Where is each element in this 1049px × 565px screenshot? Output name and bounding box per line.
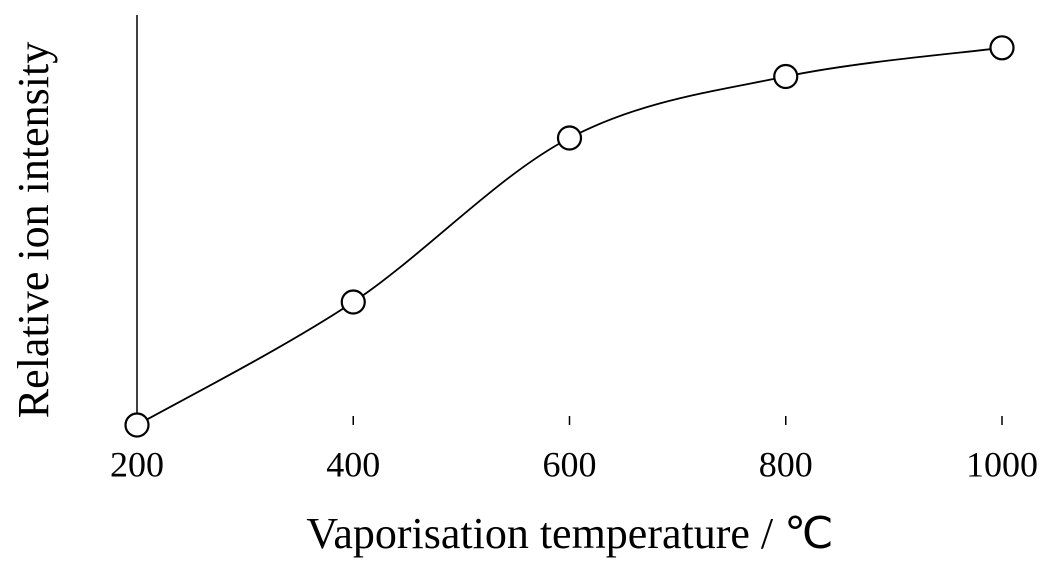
data-point xyxy=(340,289,366,315)
data-point xyxy=(124,412,150,438)
x-tick-label: 600 xyxy=(543,444,597,484)
data-point xyxy=(989,35,1015,61)
x-tick-label: 1000 xyxy=(966,444,1038,484)
y-axis-title: Relative ion intensity xyxy=(9,42,58,418)
data-point xyxy=(556,125,583,151)
x-tick-label: 400 xyxy=(326,444,380,484)
data-point xyxy=(773,63,799,90)
x-tick-label: 200 xyxy=(110,444,164,484)
x-tick-label: 800 xyxy=(759,444,813,484)
x-axis-title: Vaporisation temperature / ℃ xyxy=(306,509,833,558)
data-line xyxy=(136,46,1003,426)
